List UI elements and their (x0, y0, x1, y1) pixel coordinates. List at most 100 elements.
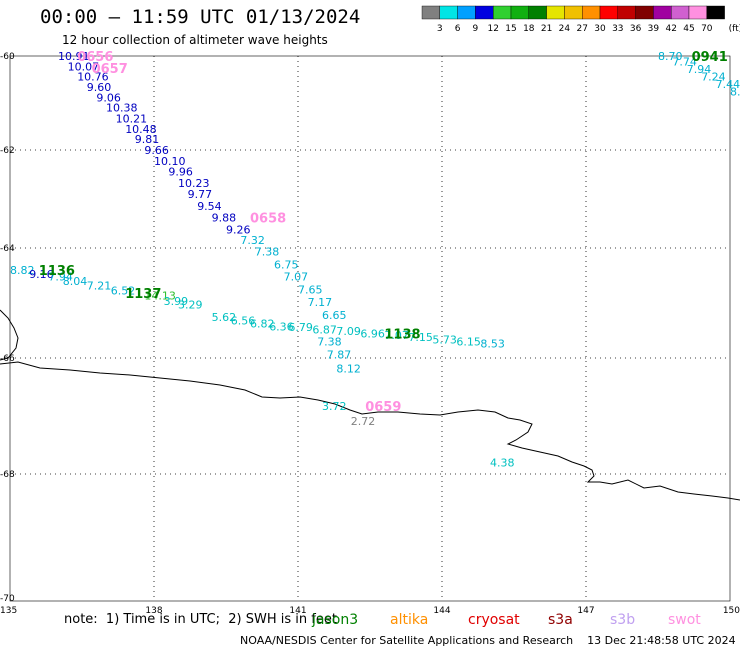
wave-height-value: 8.82 (10, 264, 35, 277)
legend-swatch (599, 5, 618, 20)
legend-label: 3 (437, 24, 443, 34)
wave-height-value: 2.72 (351, 415, 376, 428)
lat-label: -60 (0, 52, 15, 62)
pass-time-label: 0657 (92, 62, 128, 77)
legend-label: 42 (665, 24, 676, 34)
axis-labels: 135 138 141 144 147 150 -60 -62 -64 -66 -68 -70 (0, 52, 740, 616)
legend-swatch (706, 5, 725, 20)
pass-time-label: 0941 (692, 50, 728, 65)
legend-swatch (475, 5, 494, 20)
wave-height-value: 9.60 (87, 81, 112, 94)
legend-label: 27 (576, 24, 587, 34)
wave-height-value: 7.87 (327, 349, 352, 362)
wave-height-value: 6.87 (312, 323, 337, 336)
satellite-s3a: s3a (548, 612, 573, 628)
wave-height-value: 6.65 (322, 309, 347, 322)
satellite-jason3: jason3 (312, 612, 359, 628)
wave-height-value: 10.23 (178, 177, 210, 190)
legend-label: 9 (473, 24, 479, 34)
legend-swatch (493, 5, 512, 20)
legend-label: 36 (630, 24, 642, 34)
wave-height-value: 8.18 (730, 86, 740, 99)
legend-label: 18 (523, 24, 535, 34)
legend-swatch (510, 5, 529, 20)
wave-height-value: 7.32 (240, 234, 265, 247)
wave-height-value: 3.29 (178, 299, 203, 312)
lat-label: -64 (0, 244, 15, 254)
wave-height-value: 9.81 (135, 133, 160, 146)
wave-height-value: 10.48 (125, 123, 157, 136)
pass-time-label: 1136 (39, 264, 75, 279)
pass-time-label: 1138 (384, 327, 420, 342)
wave-height-value: 7.94 (687, 63, 712, 76)
antarctic-coastline (0, 309, 740, 501)
lon-label: 135 (0, 606, 17, 616)
wave-height-value: 10.21 (116, 113, 148, 126)
lon-label: 150 (723, 606, 740, 616)
wave-height-value: 8.04 (63, 275, 88, 288)
wave-height-value: 6.96 (360, 327, 385, 340)
wave-height-value: 10.10 (154, 155, 186, 168)
legend-label: 45 (683, 24, 694, 34)
pass-time-label: 0659 (365, 400, 401, 415)
lat-label: -68 (0, 470, 15, 480)
wave-height-value: 9.66 (144, 144, 169, 157)
wave-height-value: 8.53 (480, 338, 505, 351)
map-title: 00:00 – 11:59 UTC 01/13/2024 (40, 6, 361, 28)
legend-swatch (421, 5, 440, 20)
lon-label: 147 (577, 606, 594, 616)
wave-height-value: 7.07 (284, 271, 309, 284)
legend-swatch (439, 5, 458, 20)
legend-swatch (582, 5, 601, 20)
wave-height-value: 8.12 (336, 362, 361, 375)
legend-unit: (ft) (729, 24, 740, 34)
wave-height-value: 9.16 (29, 268, 54, 281)
wave-height-value: 7.09 (336, 325, 361, 338)
wave-height-value: 7.15 (408, 331, 433, 344)
satellite-swot: swot (668, 612, 701, 628)
legend-swatch (564, 5, 583, 20)
wave-height-value: 10.38 (106, 102, 138, 115)
wave-height-value: 9.06 (96, 91, 121, 104)
wave-height-value: 3.72 (322, 400, 347, 413)
wave-height-value: 7.24 (701, 71, 726, 84)
legend-label: 39 (648, 24, 660, 34)
lon-label: 141 (289, 606, 306, 616)
wave-height-value: 6.15 (456, 336, 481, 349)
legend-label: 6 (455, 24, 461, 34)
legend-label: 15 (505, 24, 516, 34)
wave-height-value: 9.54 (197, 200, 222, 213)
observation-points: 10.9110.0710.769.609.0610.3810.2110.489.… (10, 50, 740, 469)
lat-label: -66 (0, 354, 15, 364)
wave-height-value: 7.65 (298, 283, 323, 296)
wave-height-value: 6.36 (269, 321, 294, 334)
legend-label: 21 (541, 24, 552, 34)
wave-height-value: 6.56 (231, 315, 256, 328)
wave-height-value: 6.82 (250, 317, 275, 330)
legend-swatch (688, 5, 707, 20)
legend-label: 33 (612, 24, 623, 34)
lat-label: -62 (0, 146, 15, 156)
pass-time-label: 0658 (250, 212, 286, 227)
wave-height-value: 6.79 (288, 321, 313, 334)
wave-height-value: 8.70 (658, 50, 683, 63)
lon-label: 138 (145, 606, 162, 616)
satellite-s3b: s3b (610, 612, 636, 628)
footer-credit: NOAA/NESDIS Center for Satellite Applica… (240, 634, 736, 647)
wave-height-value: 7.38 (317, 336, 342, 349)
pass-time-label: 1137 (125, 287, 161, 302)
legend-swatch (528, 5, 547, 20)
wave-height-value: 7.21 (87, 279, 112, 292)
wave-height-value: 9.88 (212, 212, 237, 225)
legend-swatch (635, 5, 654, 20)
legend-swatch (546, 5, 565, 20)
wave-height-value: 9.26 (226, 223, 251, 236)
wave-height-value: 7.44 (716, 78, 740, 91)
legend-label: 24 (559, 24, 571, 34)
footer-note: note: 1) Time is in UTC; 2) SWH is in fe… (64, 612, 337, 627)
wave-height-value: 9.96 (168, 166, 193, 179)
legend-swatch (457, 5, 476, 20)
wave-height-value: 7.07 (384, 329, 409, 342)
